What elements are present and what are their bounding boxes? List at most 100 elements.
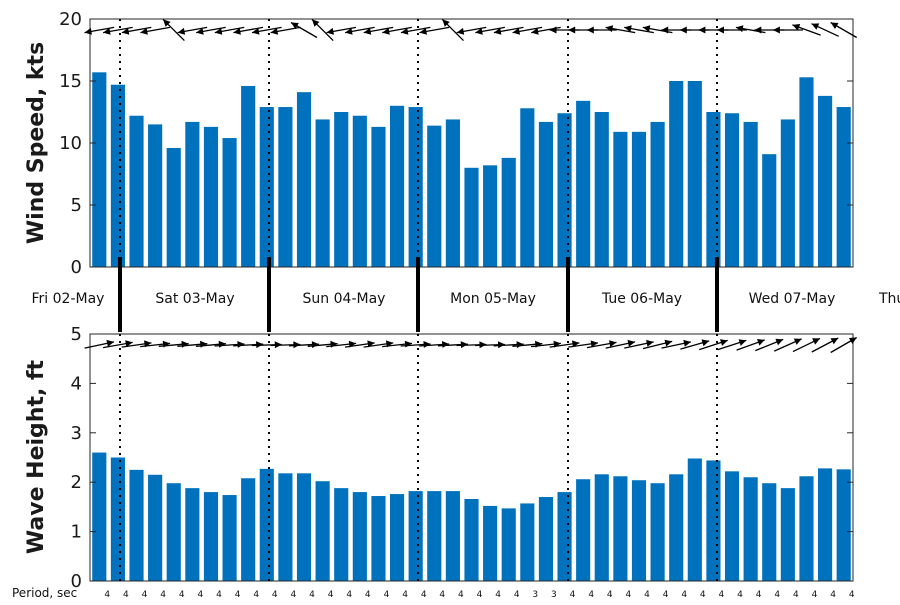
bar [352,492,367,581]
period-title: Period, sec [12,586,77,600]
bar [203,126,219,267]
bar [613,476,628,581]
bar [389,494,405,581]
period-value: 4 [216,590,222,600]
bar [687,458,702,581]
ytick-label: 1 [71,522,82,543]
period-value: 4 [179,590,185,600]
period-value: 4 [477,590,483,600]
bar [706,460,721,581]
bar [818,468,833,581]
period-value: 4 [328,590,334,600]
direction-arrow [661,339,692,349]
direction-arrow [290,21,318,39]
bar [296,473,312,581]
bar [557,113,572,268]
bar [538,121,554,267]
direction-arrow [811,23,839,37]
wave-ylabel: Wave Height, ft [24,359,49,554]
bar [669,474,684,581]
period-value: 4 [365,590,371,600]
bar [315,481,330,581]
bar [110,457,125,581]
direction-arrow [811,337,839,353]
bar [538,497,554,581]
period-value: 4 [812,590,818,600]
direction-arrow [84,339,115,349]
direction-arrow [214,341,245,348]
bar [334,488,349,581]
ytick-label: 3 [71,423,82,444]
period-value: 4 [439,590,445,600]
period-value: 4 [737,590,743,600]
bar [334,112,349,267]
period-value: 4 [272,590,278,600]
bar [129,115,144,267]
bar [743,477,758,581]
period-value: 4 [607,590,613,600]
period-value: 4 [253,590,259,600]
bar [445,119,460,267]
period-value: 4 [309,590,315,600]
direction-arrow [792,337,821,353]
bar [631,131,647,267]
bar [631,480,647,581]
bar [110,84,125,267]
bar [222,495,237,581]
bar [557,492,572,581]
direction-arrow [605,339,636,349]
bar [501,508,516,581]
direction-arrow [736,339,765,351]
bar [464,167,479,267]
period-value: 4 [849,590,855,600]
day-label: Thu [878,291,900,307]
bar [669,81,684,267]
bar [576,100,591,267]
bar [836,469,851,581]
bar [259,107,274,267]
period-value: 4 [495,590,501,600]
direction-arrow [102,340,133,349]
direction-arrow [475,341,506,349]
direction-arrow [773,338,802,352]
direction-arrow [830,336,858,354]
bar [780,119,795,267]
bar [408,107,423,267]
period-value: 4 [570,590,576,600]
direction-arrow [344,340,375,348]
direction-arrow [586,340,617,349]
period-value: 4 [104,590,110,600]
bar [762,154,777,267]
bar [203,492,219,581]
day-label: Sat 03-May [155,291,234,307]
period-value: 4 [160,590,166,600]
period-value: 4 [123,590,129,600]
bar [501,157,516,267]
period-value: 4 [198,590,204,600]
direction-arrow [680,339,710,350]
bar [520,108,535,267]
wind-ylabel: Wind Speed, kts [24,42,49,244]
bar [650,483,665,581]
bar [185,488,200,581]
direction-arrow [642,339,673,350]
bar [445,491,460,581]
direction-arrow [549,340,580,348]
wave-height-panel: Wave Height, ft 0 1 2 3 4 5 [24,324,858,592]
period-value: 4 [588,590,594,600]
direction-arrow [162,18,185,42]
bar [278,107,293,267]
period-value: 3 [532,590,538,600]
bar [222,138,237,267]
direction-arrow [419,26,450,35]
period-row: Period, sec 4 4 4 4 4 4 4 4 4 4 4 4 4 4 4 4 4 4 4 4 4 4 4 3 3 4 4 4… [12,586,855,600]
bar [483,165,498,267]
bar [371,496,386,581]
ytick-label: 15 [59,71,82,92]
direction-arrow [270,341,301,349]
period-value: 4 [384,590,390,600]
bar [296,92,312,267]
bar [371,126,386,267]
wind-speed-panel: Wind Speed, kts 0 5 10 15 20 [24,9,858,278]
